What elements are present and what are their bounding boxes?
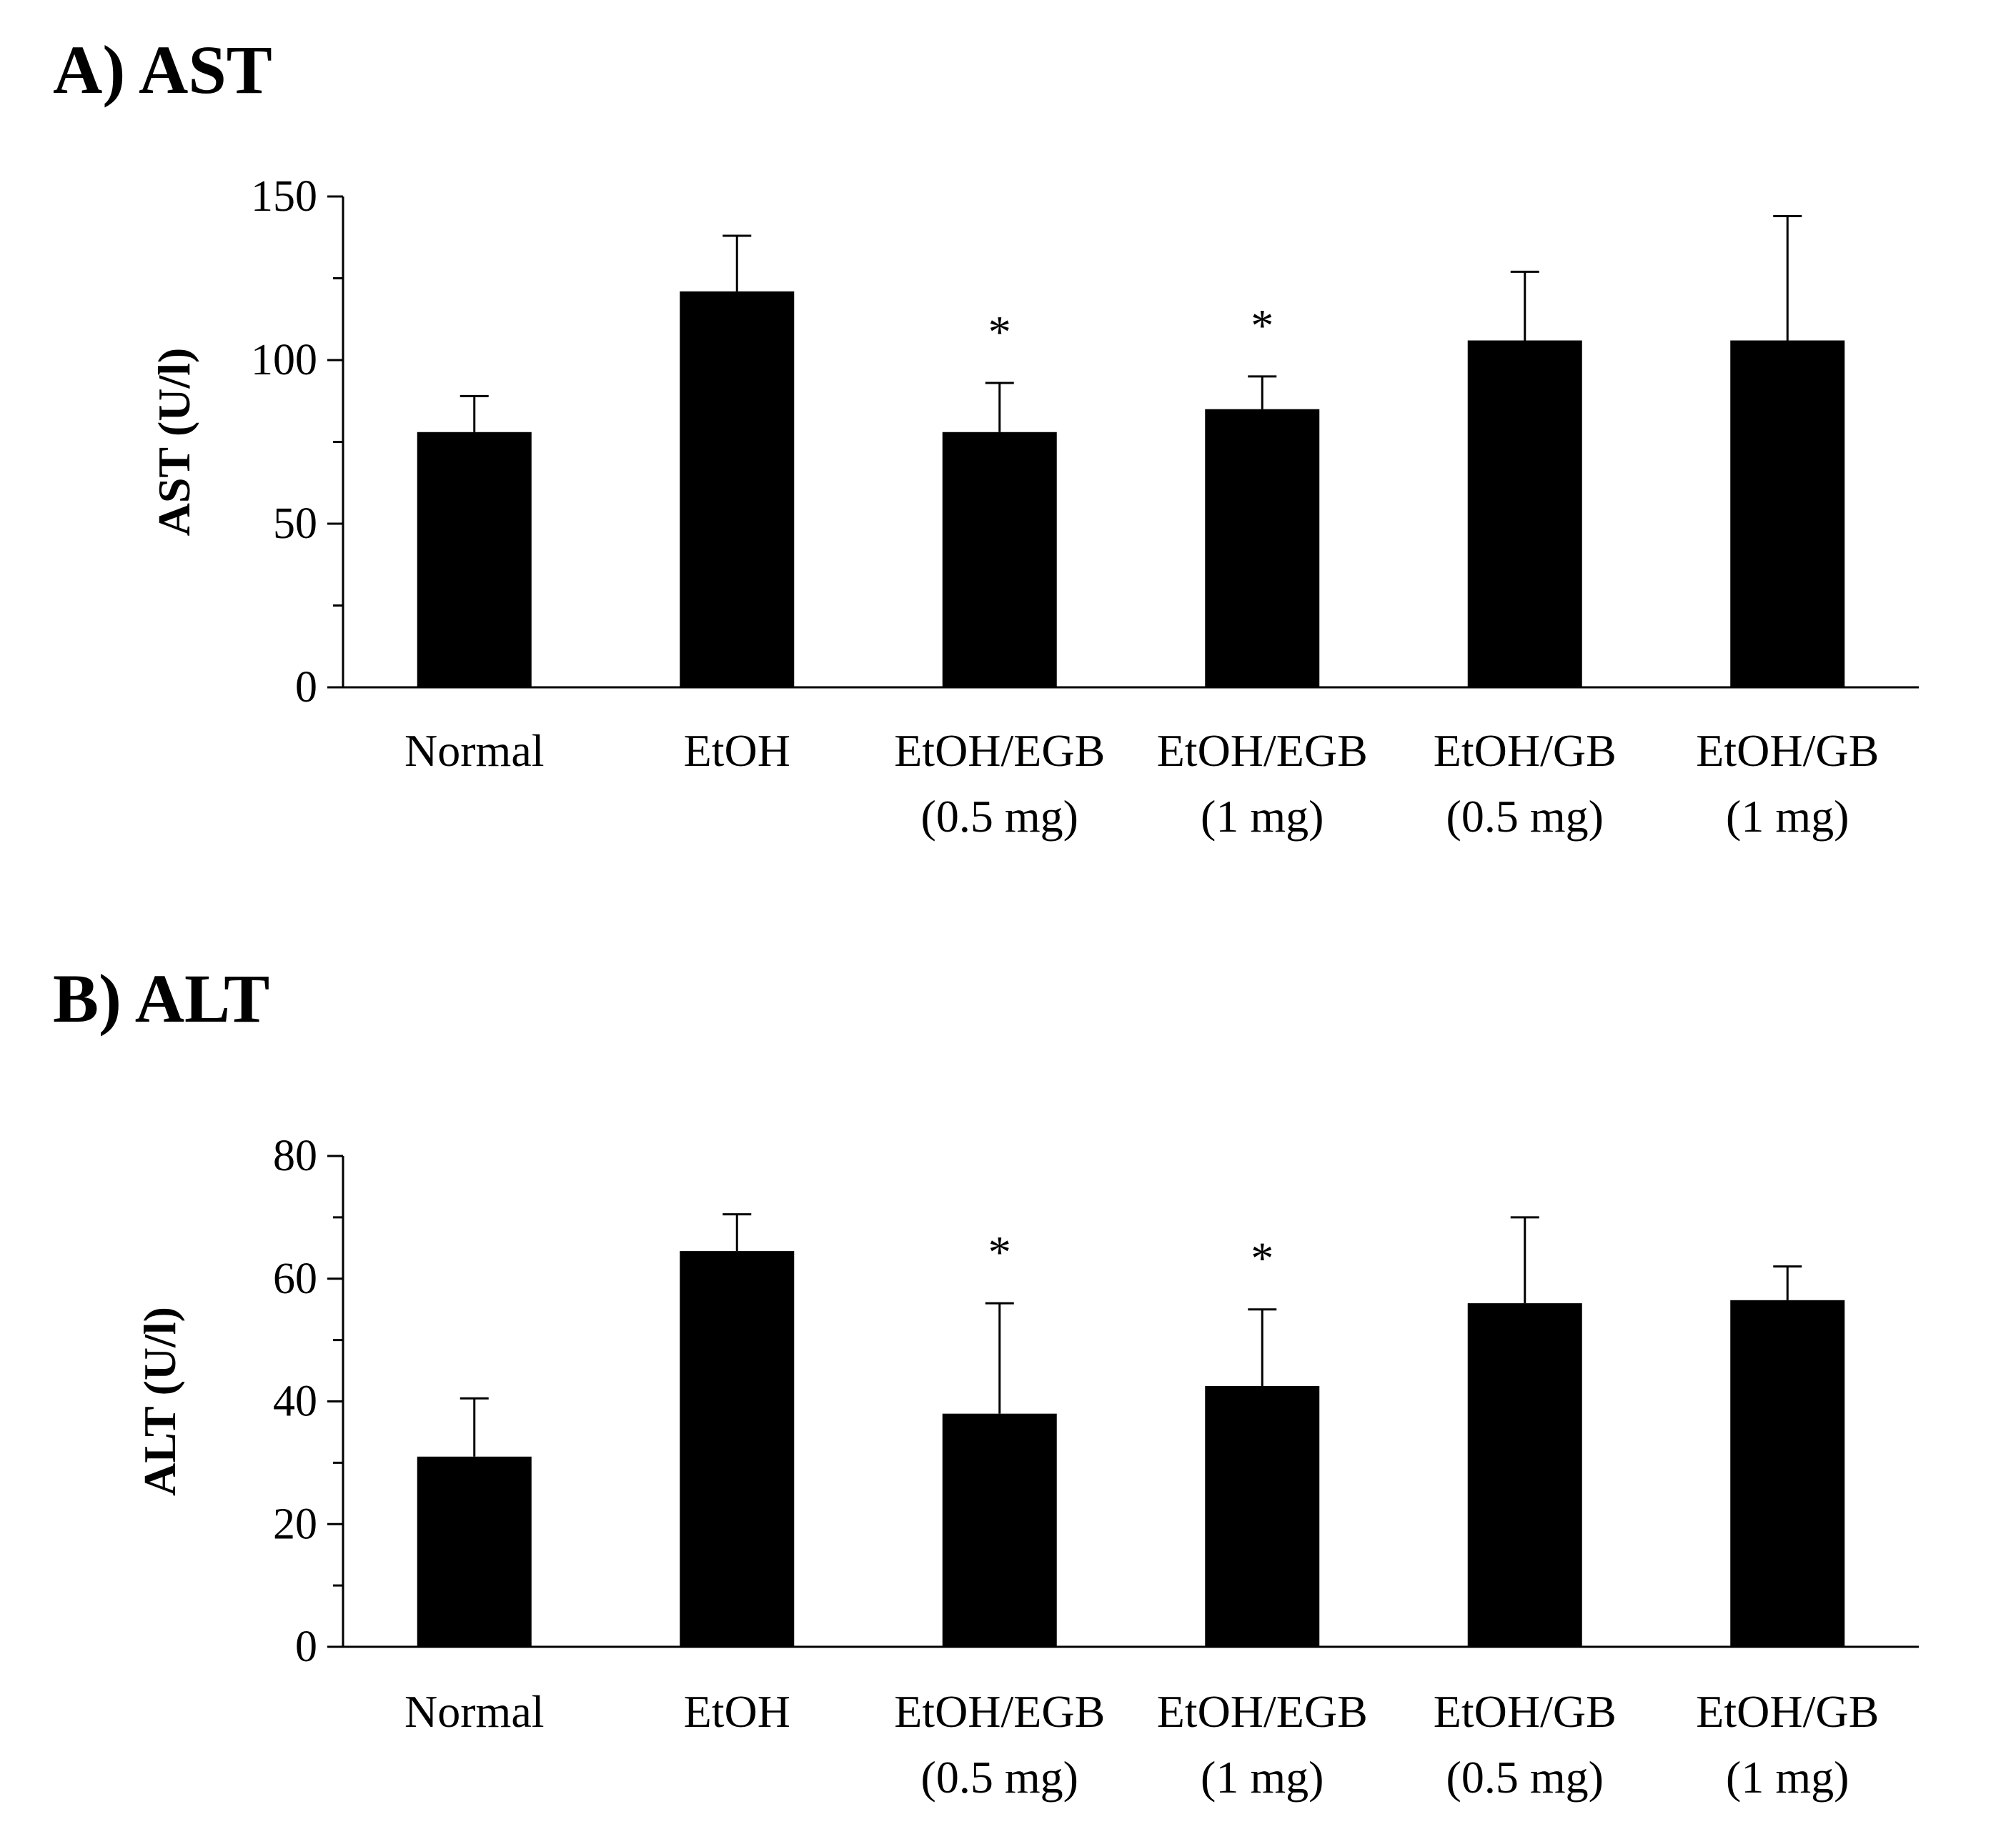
panel-title: A) AST — [53, 31, 272, 108]
significance-marker: * — [1251, 1233, 1273, 1284]
y-tick-label: 50 — [273, 499, 317, 548]
y-axis-label: ALT (U/l) — [134, 1307, 185, 1496]
y-axis-label: AST (U/l) — [149, 348, 199, 537]
y-tick-label: 60 — [273, 1255, 317, 1303]
x-tick-label: Normal — [404, 1686, 545, 1737]
x-tick-label: (1 mg) — [1726, 791, 1849, 842]
bar — [1467, 1303, 1582, 1647]
bar — [1730, 340, 1845, 687]
x-tick-label: (0.5 mg) — [921, 791, 1078, 842]
bar — [1205, 1386, 1320, 1647]
x-tick-label: EtOH — [684, 725, 790, 776]
alt-panel: B) ALT 0 20 40 60 80 ALT (U/l) Normal EtOH * EtOH… — [0, 929, 2016, 1824]
x-tick-label: Normal — [404, 725, 545, 776]
bar — [1730, 1300, 1845, 1647]
bar — [942, 1413, 1057, 1647]
x-tick-label: (0.5 mg) — [1446, 791, 1604, 842]
y-tick-label: 40 — [273, 1377, 317, 1426]
x-tick-label: (1 mg) — [1726, 1752, 1849, 1803]
bar — [1205, 409, 1320, 687]
y-tick-label: 20 — [273, 1500, 317, 1548]
significance-marker: * — [988, 307, 1011, 357]
bar — [417, 432, 532, 687]
x-tick-label: EtOH/EGB — [894, 1686, 1105, 1737]
significance-marker: * — [988, 1227, 1011, 1277]
x-tick-label: EtOH — [684, 1686, 790, 1737]
alt-chart: 0 20 40 60 80 ALT (U/l) Normal EtOH * EtOH/EGB (0.… — [134, 1132, 1919, 1803]
y-tick-label: 0 — [295, 663, 317, 712]
bar — [1467, 340, 1582, 687]
x-tick-label: (1 mg) — [1201, 791, 1324, 842]
panel-title: B) ALT — [53, 960, 270, 1037]
bar — [680, 291, 795, 687]
y-tick-label: 80 — [273, 1132, 317, 1180]
ast-panel: A) AST 0 50 100 150 AST (U/l) Normal EtOH * EtOH… — [0, 0, 2016, 886]
x-tick-label: (1 mg) — [1201, 1752, 1324, 1803]
y-tick-label: 0 — [295, 1623, 317, 1671]
bar — [680, 1251, 795, 1647]
bar — [942, 432, 1057, 687]
x-tick-label: EtOH/GB — [1434, 1686, 1617, 1737]
ast-chart: 0 50 100 150 AST (U/l) Normal EtOH * EtOH/EGB (0.… — [149, 172, 1919, 842]
x-tick-label: EtOH/GB — [1696, 725, 1879, 776]
x-tick-label: EtOH/EGB — [894, 725, 1105, 776]
significance-marker: * — [1251, 300, 1273, 351]
y-tick-label: 150 — [251, 172, 317, 221]
bar — [417, 1456, 532, 1647]
x-tick-label: EtOH/EGB — [1157, 725, 1368, 776]
x-tick-label: (0.5 mg) — [1446, 1752, 1604, 1803]
x-tick-label: (0.5 mg) — [921, 1752, 1078, 1803]
x-tick-label: EtOH/GB — [1696, 1686, 1879, 1737]
x-tick-label: EtOH/EGB — [1157, 1686, 1368, 1737]
x-tick-label: EtOH/GB — [1434, 725, 1617, 776]
y-tick-label: 100 — [251, 336, 317, 384]
